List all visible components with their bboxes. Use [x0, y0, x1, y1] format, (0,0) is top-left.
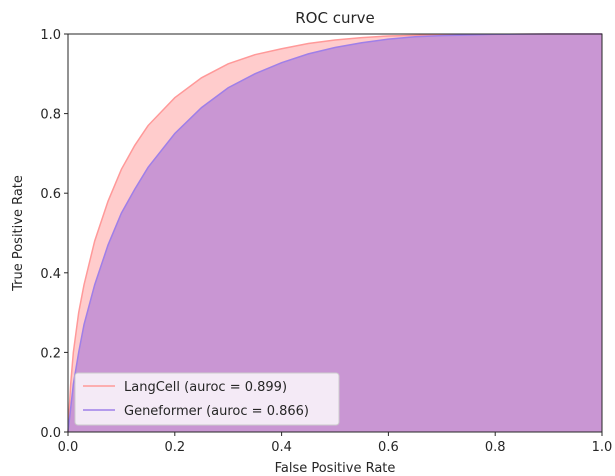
legend: LangCell (auroc = 0.899) Geneformer (aur…: [74, 372, 340, 426]
x-tick-label: 0.6: [378, 440, 399, 455]
legend-label-langcell: LangCell (auroc = 0.899): [124, 380, 287, 395]
series-line-0: [67, 33, 602, 433]
x-tick-label: 0.8: [485, 440, 506, 455]
y-tick-label: 0.8: [40, 108, 61, 123]
y-tick-label: 0.6: [40, 187, 61, 202]
x-tick-label: 1.0: [592, 440, 613, 455]
y-tick-label: 1.0: [40, 28, 61, 43]
x-axis-ticks: 0.0 0.2 0.4 0.6 0.8 1.0: [58, 432, 613, 455]
chart-title: ROC curve: [295, 9, 375, 27]
y-tick-label: 0.0: [40, 426, 61, 441]
series-area-1: [68, 34, 602, 432]
series-areas: [68, 34, 602, 432]
series-line-1: [67, 33, 602, 433]
legend-box: [74, 372, 340, 426]
plot-area: [67, 33, 603, 433]
y-axis-ticks: 0.0 0.2 0.4 0.6 0.8 1.0: [40, 28, 68, 441]
legend-label-geneformer: Geneformer (auroc = 0.866): [124, 404, 309, 419]
x-axis-label: False Positive Rate: [275, 461, 396, 476]
y-tick-label: 0.2: [40, 346, 61, 361]
x-tick-label: 0.4: [271, 440, 292, 455]
y-tick-label: 0.4: [40, 267, 61, 282]
plot-frame: [67, 33, 603, 433]
y-axis-label: True Positive Rate: [11, 175, 26, 292]
series-lines: [67, 33, 602, 433]
x-tick-label: 0.2: [164, 440, 185, 455]
x-tick-label: 0.0: [58, 440, 79, 455]
